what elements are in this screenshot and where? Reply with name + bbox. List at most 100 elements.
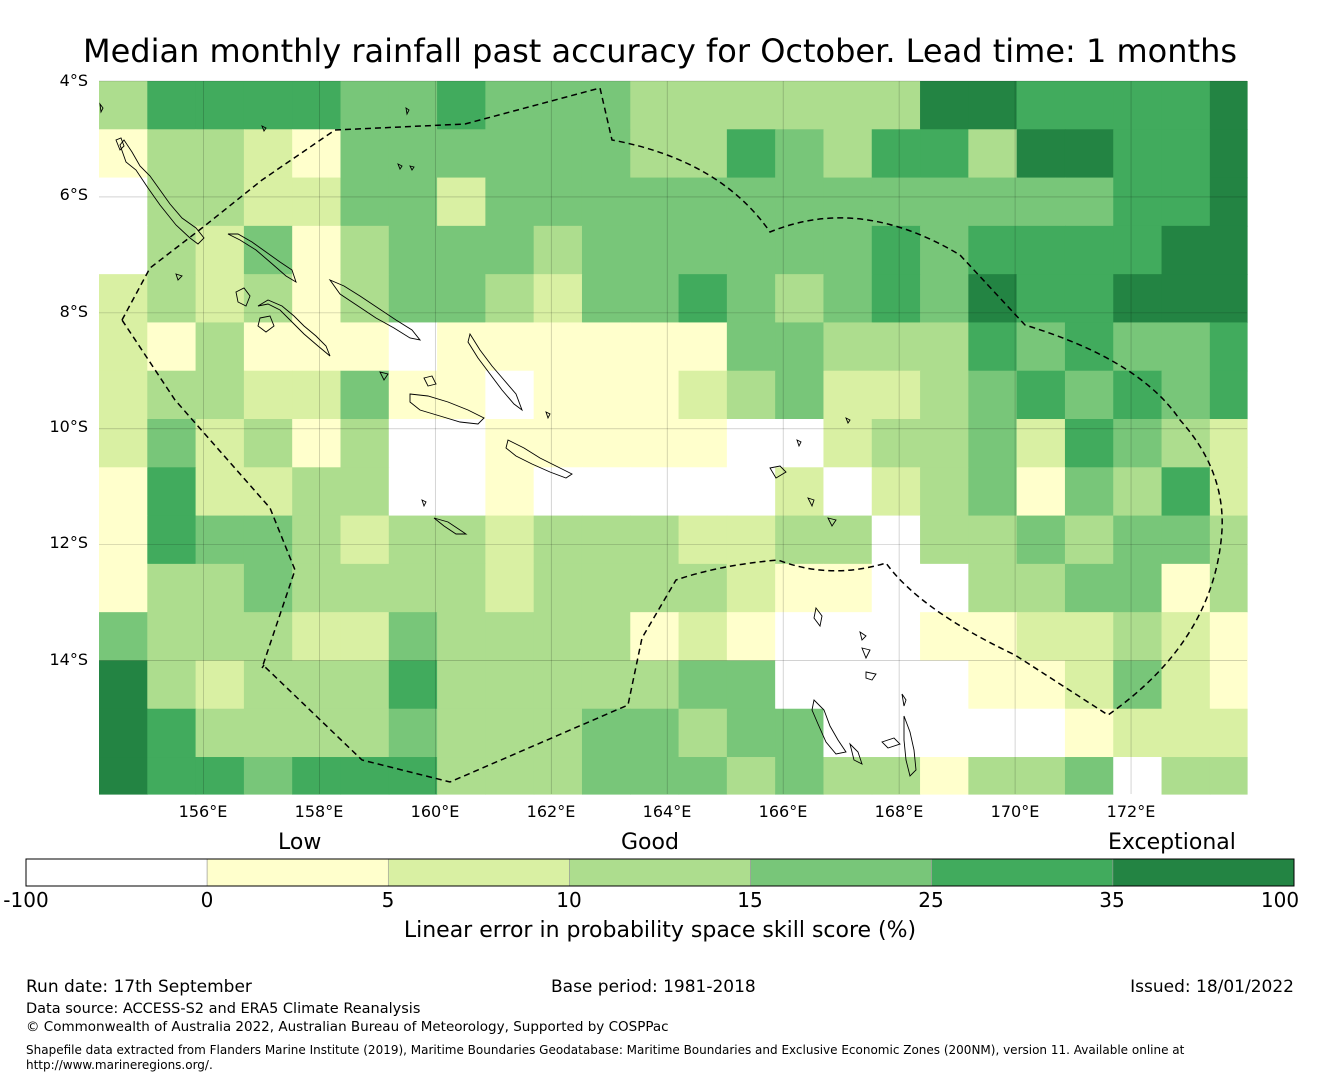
- skill-cell: [726, 612, 776, 662]
- skill-cell: [1113, 515, 1163, 565]
- skill-cell: [775, 419, 825, 468]
- skill-cell: [1209, 419, 1248, 468]
- island-guadalcanal: [409, 393, 485, 425]
- lon-label-156e: 156°E: [178, 802, 228, 821]
- lon-label-158e: 158°E: [294, 802, 344, 821]
- skill-cell: [1113, 177, 1163, 227]
- skill-cell: [968, 274, 1018, 324]
- skill-cell: [871, 81, 921, 130]
- skill-cell: [147, 177, 197, 227]
- island-tiny-6: [379, 371, 389, 381]
- skill-cell: [581, 660, 631, 710]
- skill-cell: [823, 177, 873, 227]
- colorbar-swatch: [387, 858, 570, 887]
- skill-cell: [243, 177, 293, 227]
- skill-cell: [533, 370, 583, 420]
- skill-cell: [1016, 515, 1066, 565]
- skill-cell: [195, 757, 245, 795]
- skill-cell: [581, 612, 631, 662]
- eez-solomon-islands: [121, 87, 1223, 783]
- skill-cell: [99, 81, 148, 130]
- skill-cell: [1064, 757, 1114, 795]
- skill-cell: [340, 708, 390, 758]
- skill-cell: [920, 708, 969, 758]
- skill-cell: [726, 660, 776, 710]
- skill-cell: [340, 612, 390, 662]
- skill-cell: [485, 708, 535, 758]
- island-tiny-3: [261, 125, 267, 132]
- skill-cell: [920, 129, 969, 179]
- skill-cell: [243, 419, 293, 468]
- skill-cell: [823, 129, 873, 179]
- skill-cell: [195, 515, 245, 565]
- colorbar-swatch: [206, 858, 389, 887]
- skill-cell: [1016, 274, 1066, 324]
- colorbar-tick: 100: [1260, 888, 1300, 912]
- skill-cell: [581, 757, 631, 795]
- skill-cell: [775, 612, 825, 662]
- skill-cell: [968, 419, 1018, 468]
- skill-cell: [99, 563, 148, 613]
- skill-cell: [1064, 129, 1114, 179]
- skill-cell: [195, 612, 245, 662]
- skill-cell: [485, 81, 535, 130]
- skill-cell: [388, 274, 438, 324]
- skill-cell: [726, 225, 776, 275]
- skill-cell: [871, 757, 921, 795]
- skill-cell: [533, 274, 583, 324]
- skill-cell: [1016, 225, 1066, 275]
- skill-cell: [968, 177, 1018, 227]
- skill-cell: [726, 708, 776, 758]
- skill-cell: [147, 274, 197, 324]
- copyright: © Commonwealth of Australia 2022, Austra…: [26, 1019, 669, 1035]
- island-tiny-9: [845, 417, 851, 424]
- skill-cell: [726, 467, 776, 517]
- island-rennell: [433, 517, 468, 535]
- skill-cell: [920, 225, 969, 275]
- skill-cell: [630, 370, 680, 420]
- skill-cell: [1161, 370, 1211, 420]
- skill-cell: [630, 660, 680, 710]
- skill-cell: [195, 274, 245, 324]
- island-vella-lavella: [235, 287, 251, 307]
- skill-cell: [678, 177, 728, 227]
- skill-cell: [1113, 129, 1163, 179]
- skill-cell: [726, 129, 776, 179]
- skill-cell: [871, 612, 921, 662]
- skill-cell: [1064, 177, 1114, 227]
- skill-cell: [533, 225, 583, 275]
- skill-cell: [1113, 274, 1163, 324]
- skill-cell: [630, 81, 680, 130]
- lat-label-14s: 14°S: [49, 650, 88, 669]
- skill-cell: [243, 129, 293, 179]
- skill-cell: [775, 322, 825, 372]
- skill-cell: [1064, 322, 1114, 372]
- colorbar-tick: 5: [381, 888, 395, 912]
- skill-cell: [678, 563, 728, 613]
- skill-cell: [195, 660, 245, 710]
- skill-cell: [871, 370, 921, 420]
- skill-cell: [243, 81, 293, 130]
- skill-cell: [1064, 660, 1114, 710]
- island-tiny-11: [99, 102, 104, 114]
- skill-cell: [775, 660, 825, 710]
- skill-cell: [968, 757, 1018, 795]
- skill-cell: [1016, 129, 1066, 179]
- skill-cell: [147, 467, 197, 517]
- skill-cell: [871, 515, 921, 565]
- island-pentecost: [903, 715, 917, 777]
- colorbar-category-exceptional: Exceptional: [1108, 830, 1236, 855]
- skill-cell: [437, 419, 486, 468]
- skill-cell: [147, 660, 197, 710]
- skill-cell: [726, 370, 776, 420]
- skill-cell: [678, 757, 728, 795]
- skill-cell: [1016, 563, 1066, 613]
- skill-cell: [1064, 81, 1114, 130]
- skill-cell: [823, 225, 873, 275]
- colorbar-tick: -100: [3, 888, 49, 912]
- skill-cell: [630, 708, 680, 758]
- skill-cell: [292, 274, 342, 324]
- skill-cell: [437, 225, 486, 275]
- skill-cell: [678, 467, 728, 517]
- skill-cell: [823, 563, 873, 613]
